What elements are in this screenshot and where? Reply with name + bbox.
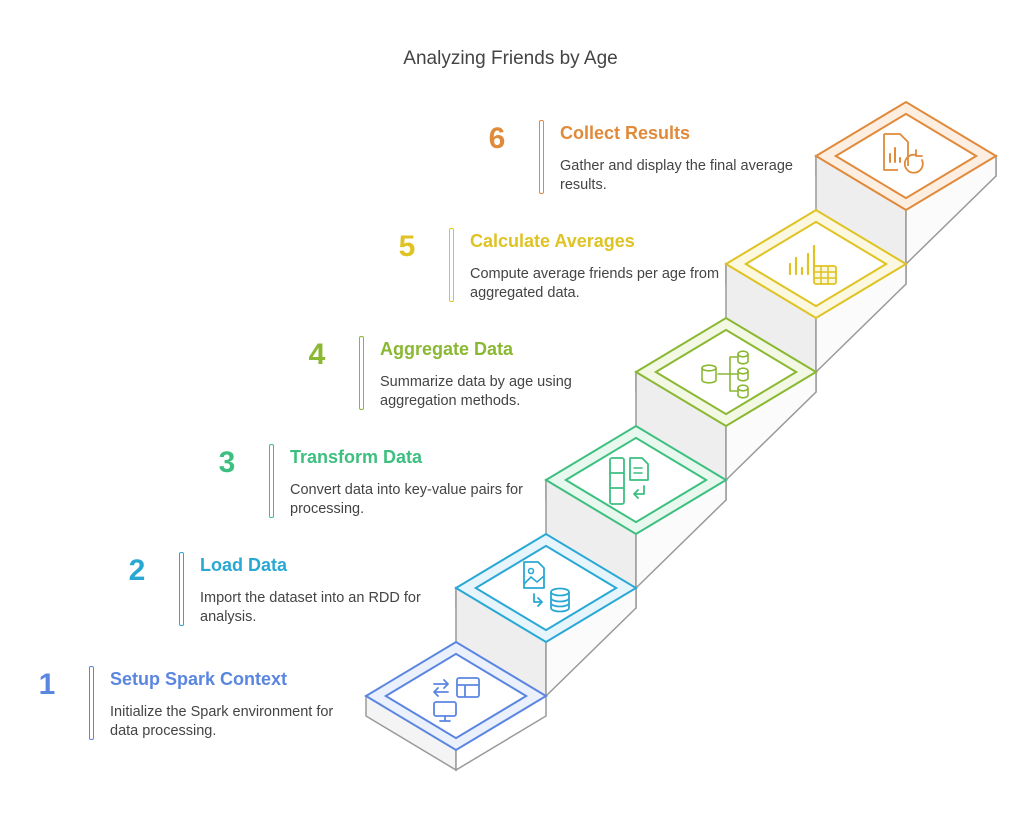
- step-number-4: 4: [308, 338, 326, 371]
- transfer-table-monitor-icon: [433, 677, 480, 722]
- chart-table-icon: [788, 244, 837, 285]
- step-diamond-6: [814, 100, 998, 212]
- step-title-4: Aggregate Data: [380, 339, 514, 359]
- step-diamond-3: [544, 424, 728, 536]
- diagram-title: Analyzing Friends by Age: [403, 48, 618, 69]
- step-bar-1: [89, 666, 94, 740]
- step-description-2: Import the dataset into an RDD for analy…: [200, 590, 421, 625]
- step-description-5: Compute average friends per age from agg…: [470, 266, 720, 301]
- step-title-2: Load Data: [200, 555, 288, 575]
- step-diamond-5: [724, 208, 908, 320]
- step-number-5: 5: [398, 230, 416, 263]
- step-diamond-4: [634, 316, 818, 428]
- step-bar-6: [539, 120, 544, 194]
- step-number-2: 2: [128, 554, 146, 587]
- step-diamond-2: [454, 532, 638, 644]
- step-title-5: Calculate Averages: [470, 231, 635, 251]
- columns-document-icon: [609, 457, 649, 505]
- step-bar-3: [269, 444, 274, 518]
- report-refresh-icon: [883, 133, 924, 174]
- step-number-1: 1: [38, 668, 56, 701]
- step-bar-5: [449, 228, 454, 302]
- step-number-6: 6: [488, 122, 506, 155]
- step-diamond-1: [364, 640, 548, 752]
- step-bar-2: [179, 552, 184, 626]
- step-bar-4: [359, 336, 364, 410]
- step-description-6: Gather and display the final average res…: [560, 158, 793, 193]
- step-title-6: Collect Results: [560, 123, 691, 143]
- step-title-3: Transform Data: [290, 447, 423, 467]
- step-title-1: Setup Spark Context: [110, 669, 288, 689]
- step-description-4: Summarize data by age using aggregation …: [380, 374, 572, 409]
- step-description-1: Initialize the Spark environment for dat…: [110, 704, 334, 739]
- step-description-3: Convert data into key-value pairs for pr…: [290, 482, 523, 517]
- database-merge-icon: [701, 350, 749, 399]
- image-to-database-icon: [523, 561, 570, 613]
- step-number-3: 3: [218, 446, 236, 479]
